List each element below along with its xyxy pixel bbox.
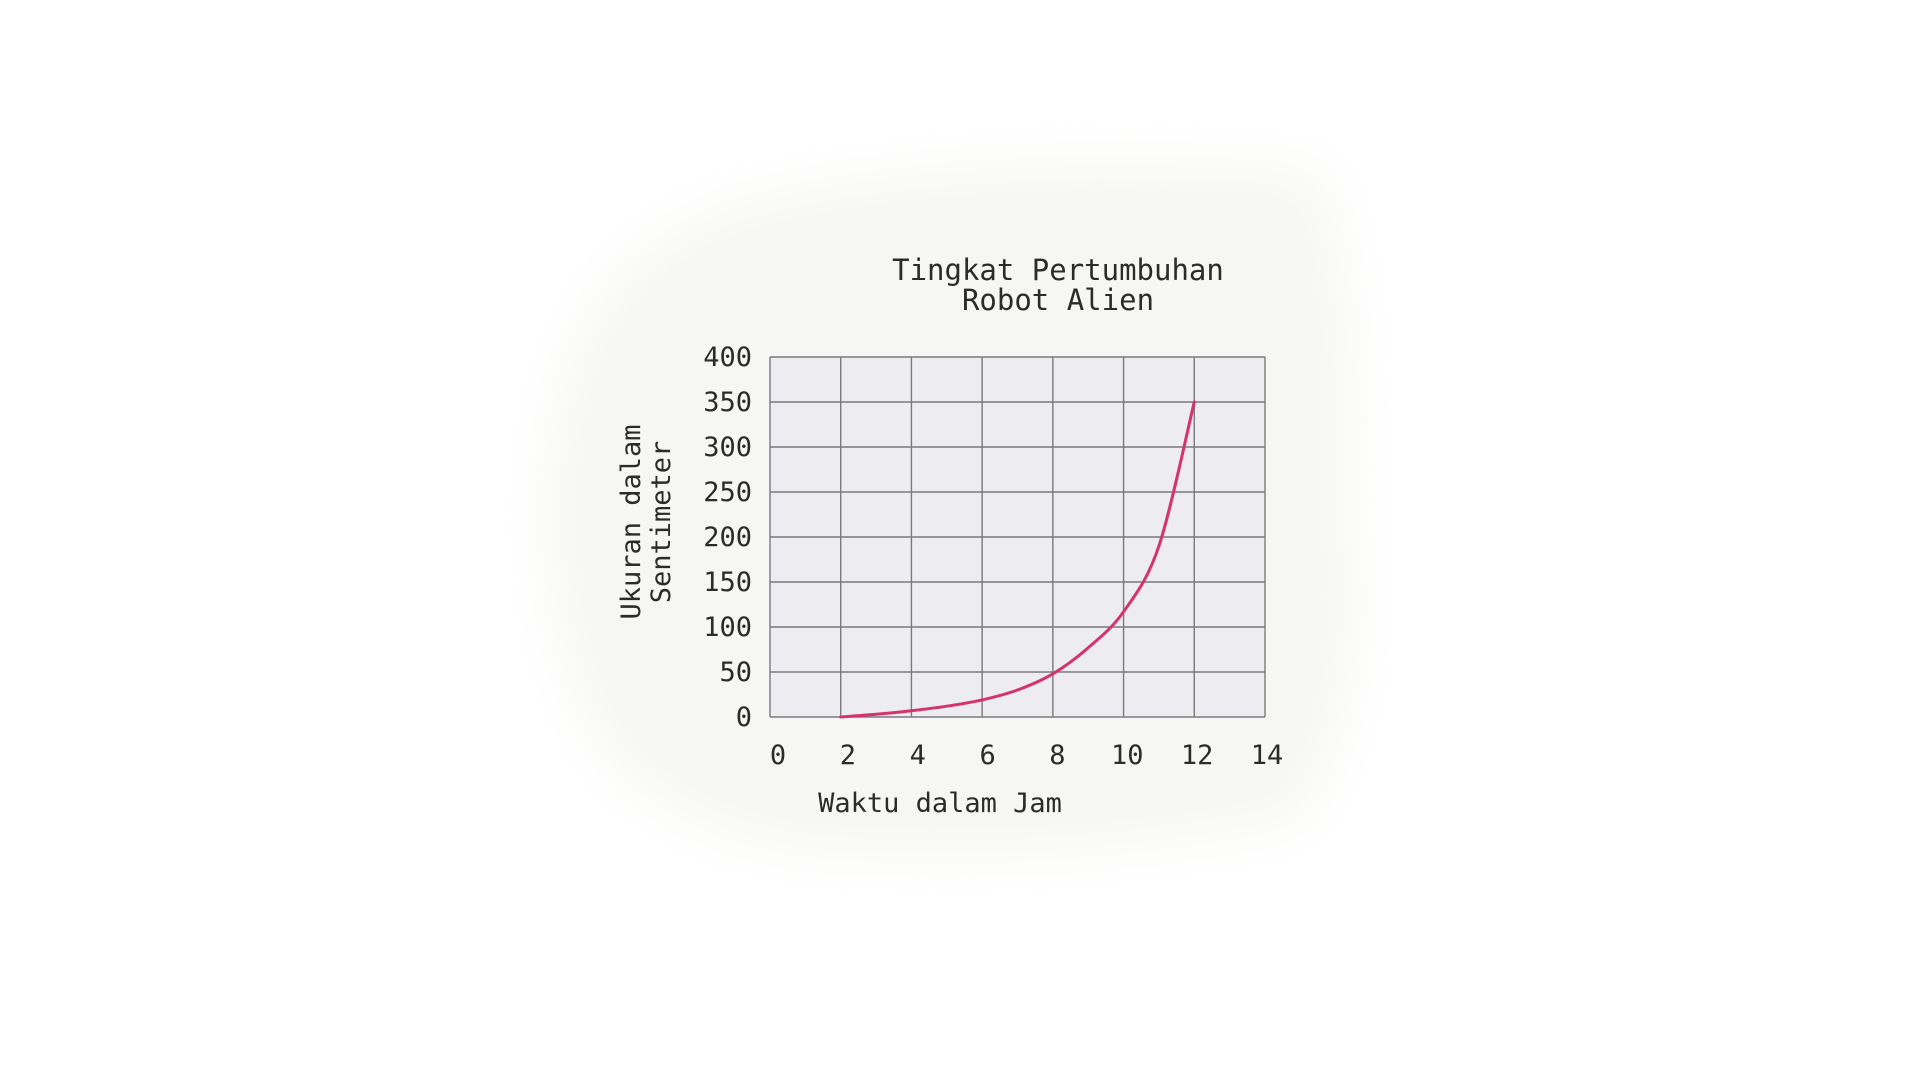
series-layer <box>839 400 1196 719</box>
x-tick-labels: 0 2 4 6 8 10 12 14 <box>770 740 1283 771</box>
y-tick-label: 300 <box>703 432 752 463</box>
x-tick-label: 8 <box>1049 740 1065 771</box>
series-line-0 <box>839 400 1196 719</box>
chart-title-line-2: Robot Alien <box>962 283 1154 317</box>
y-tick-label: 50 <box>719 657 752 688</box>
x-tick-label: 14 <box>1251 740 1284 771</box>
x-tick-label: 2 <box>840 740 856 771</box>
y-tick-label: 350 <box>703 387 752 418</box>
y-axis-label-line-2: Sentimeter <box>646 441 677 604</box>
y-tick-label: 100 <box>703 612 752 643</box>
grid-lines <box>769 356 1266 718</box>
y-tick-label: 200 <box>703 522 752 553</box>
y-tick-labels: 0 50 100 150 200 250 300 350 400 <box>703 342 752 733</box>
y-tick-label: 0 <box>736 702 752 733</box>
x-tick-label: 10 <box>1111 740 1144 771</box>
y-tick-label: 150 <box>703 567 752 598</box>
x-tick-label: 6 <box>979 740 995 771</box>
y-tick-label: 400 <box>703 342 752 373</box>
y-axis-label-line-1: Ukuran dalam <box>616 424 647 619</box>
x-tick-label: 0 <box>770 740 786 771</box>
x-axis-label: Waktu dalam Jam <box>818 788 1062 819</box>
x-tick-label: 12 <box>1181 740 1214 771</box>
chart-title-line-1: Tingkat Pertumbuhan <box>892 253 1224 287</box>
y-tick-label: 250 <box>703 477 752 508</box>
x-tick-label: 4 <box>910 740 926 771</box>
